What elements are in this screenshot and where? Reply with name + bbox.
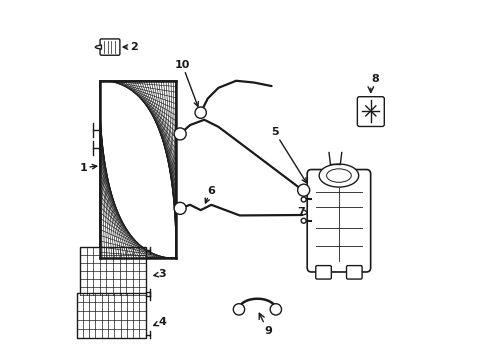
Bar — [99, 81, 176, 258]
Circle shape — [270, 304, 282, 315]
Circle shape — [174, 202, 186, 215]
Circle shape — [195, 107, 206, 118]
Text: 1: 1 — [79, 163, 97, 172]
Ellipse shape — [326, 169, 351, 182]
Text: 2: 2 — [123, 42, 138, 52]
FancyBboxPatch shape — [346, 266, 362, 279]
Text: 7: 7 — [297, 207, 309, 217]
Text: 6: 6 — [205, 186, 215, 203]
Ellipse shape — [319, 164, 359, 187]
Circle shape — [233, 304, 245, 315]
Circle shape — [301, 197, 306, 202]
FancyBboxPatch shape — [316, 266, 331, 279]
FancyBboxPatch shape — [307, 170, 370, 272]
Text: 4: 4 — [154, 317, 166, 327]
Text: 10: 10 — [175, 60, 198, 106]
Circle shape — [301, 218, 306, 223]
FancyBboxPatch shape — [357, 97, 384, 126]
Circle shape — [297, 184, 310, 196]
FancyBboxPatch shape — [100, 39, 120, 55]
Bar — [76, 293, 146, 338]
Circle shape — [174, 128, 186, 140]
Text: 3: 3 — [154, 269, 166, 279]
Text: 9: 9 — [265, 327, 272, 336]
Polygon shape — [95, 45, 101, 49]
Text: 5: 5 — [271, 127, 306, 183]
Bar — [80, 247, 146, 295]
Text: 8: 8 — [371, 74, 379, 84]
